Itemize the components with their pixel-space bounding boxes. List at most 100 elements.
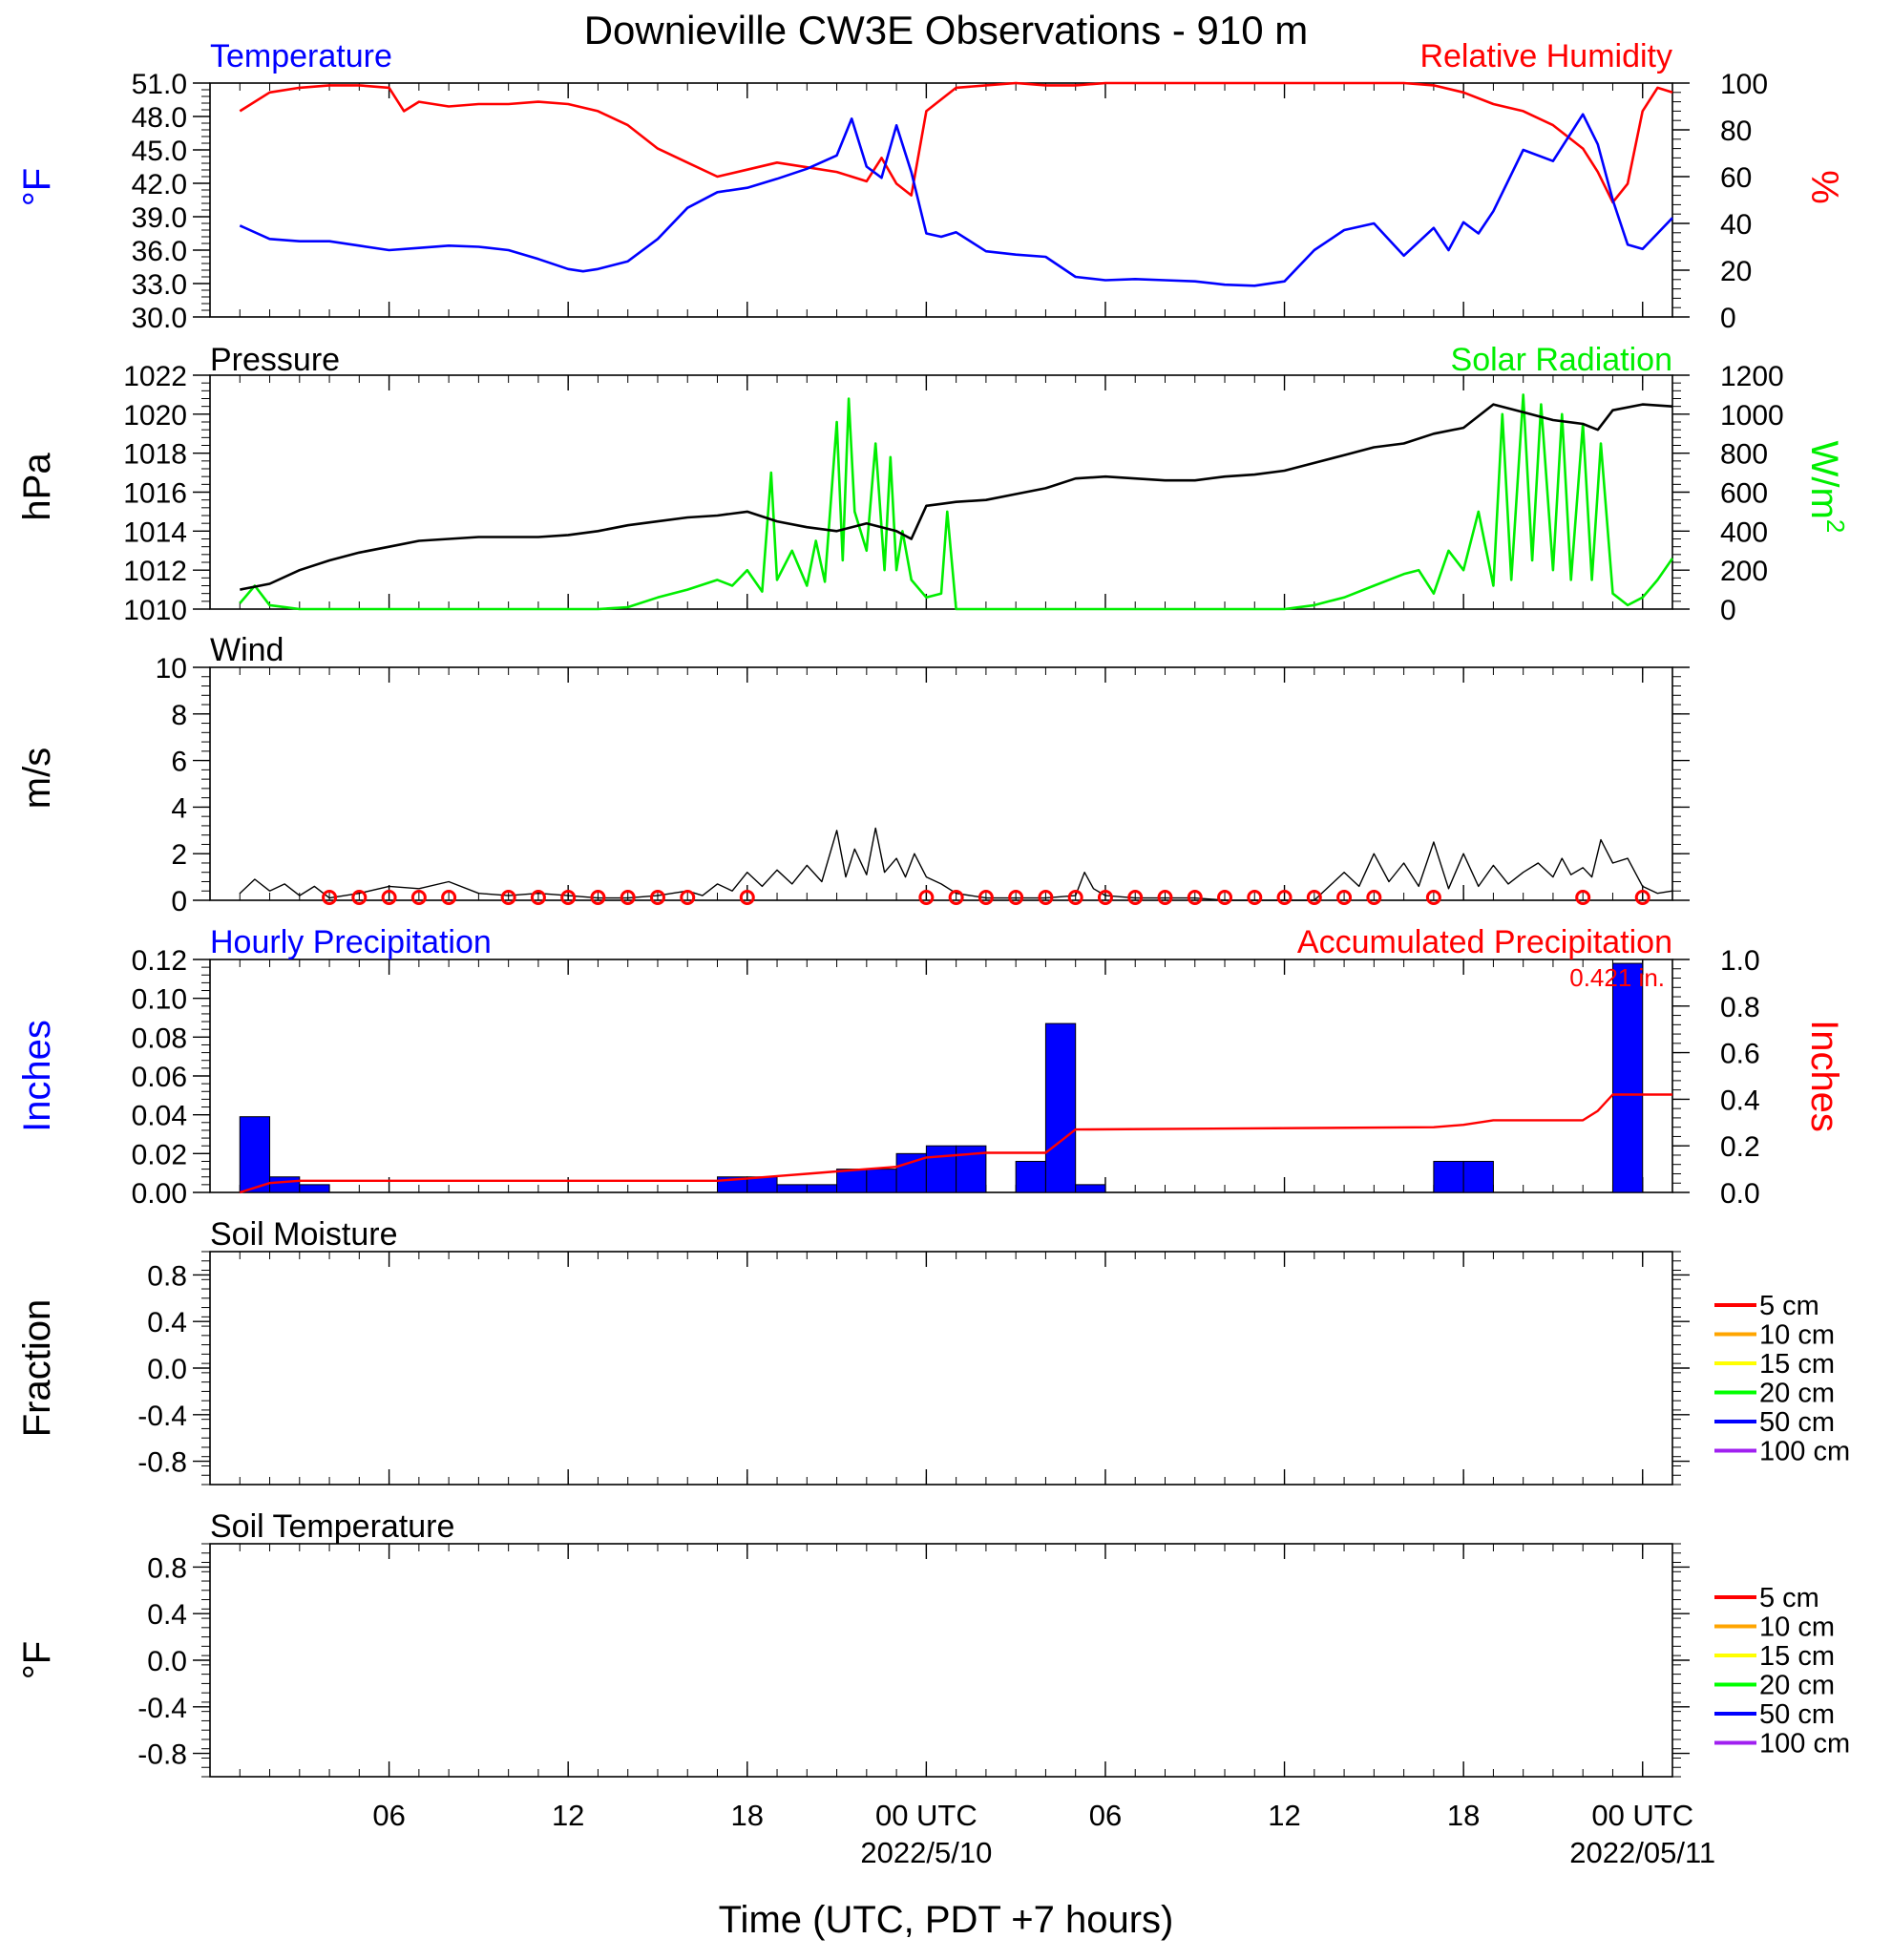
hourly-precip-bar <box>1015 1160 1046 1193</box>
panel-temp_rh: 51.048.045.042.039.036.033.030.0 100 80 60 4… <box>16 38 1845 334</box>
y-right-tick-label: 1200 <box>1720 361 1784 392</box>
wind-barb-calm-marker <box>739 890 755 905</box>
wind-barb-calm-marker <box>1247 890 1263 905</box>
wind-barb-calm-marker <box>978 890 994 905</box>
legend-label: 10 cm <box>1759 1612 1835 1643</box>
y-right-tick-label: 80 <box>1720 116 1752 147</box>
y-left-tick-label: 0.10 <box>132 984 187 1016</box>
legend-label: 5 cm <box>1759 1583 1819 1613</box>
legend-label: 15 cm <box>1759 1641 1835 1672</box>
hourly-precip-bar <box>1462 1160 1494 1193</box>
y-left-tick-label: 0.0 <box>147 1354 187 1385</box>
y-left-tick-label: 48.0 <box>132 102 187 134</box>
panel-wind: 10 8 6 4 2 0 Wind m/s <box>16 632 1690 917</box>
y-left-tick-label: 0.12 <box>132 945 187 977</box>
y-left-tick-label: 1014 <box>123 516 187 548</box>
y-right-tick-label: 400 <box>1720 516 1768 548</box>
wind-barb-calm-marker <box>1575 890 1591 905</box>
y-left-tick-label: 1022 <box>123 361 187 392</box>
hourly-precip-bar <box>776 1184 808 1193</box>
hourly-precip-bar <box>1075 1184 1106 1193</box>
y-left-axis-label: °F <box>16 1641 58 1679</box>
wind-barb-calm-marker <box>530 890 546 905</box>
panel-left-title: Temperature <box>210 38 392 74</box>
y-left-tick-label: 0.00 <box>132 1178 187 1210</box>
legend-label: 20 cm <box>1759 1379 1835 1409</box>
hourly-precip-bar <box>239 1116 271 1193</box>
y-left-tick-label: 33.0 <box>132 269 187 301</box>
panel-right-title: Solar Radiation <box>1451 342 1672 378</box>
x-tick-label: 06 <box>1089 1799 1122 1832</box>
y-left-tick-label: -0.4 <box>137 1401 187 1432</box>
wind-barb-calm-marker <box>948 890 964 905</box>
panel-soil_moisture: 0.8 0.4 0.0 -0.4 -0.8 Soil Moisture Fraction 5 … <box>16 1216 1850 1486</box>
wind-barb-calm-marker <box>1306 890 1322 905</box>
legend-label: 15 cm <box>1759 1349 1835 1380</box>
y-right-tick-label: 20 <box>1720 256 1752 287</box>
hourly-precip-bar <box>1433 1160 1464 1193</box>
y-right-axis-label-superscript: 2 <box>1821 519 1850 533</box>
y-right-axis-label: Inches <box>1803 1020 1845 1132</box>
wind-barb-calm-marker <box>918 890 935 905</box>
y-left-tick-label: 0.4 <box>147 1307 187 1338</box>
y-left-axis-label: Inches <box>16 1020 58 1132</box>
y-left-tick-label: 51.0 <box>132 69 187 100</box>
legend-label: 50 cm <box>1759 1407 1835 1438</box>
panel-right-title: Accumulated Precipitation <box>1297 924 1672 960</box>
y-left-tick-label: 0.04 <box>132 1101 187 1132</box>
y-left-tick-label: 8 <box>171 700 187 731</box>
y-right-tick-label: 100 <box>1720 69 1768 100</box>
series-line-pressure <box>240 403 1673 591</box>
wind-barb-calm-marker <box>1127 890 1144 905</box>
panel-left-title: Hourly Precipitation <box>210 924 492 960</box>
wind-barb-calm-marker <box>1425 890 1441 905</box>
accumulated-total-label: 0.421 in. <box>1569 963 1665 992</box>
y-left-tick-label: 30.0 <box>132 303 187 334</box>
legend-label: 20 cm <box>1759 1671 1835 1701</box>
wind-barb-calm-marker <box>590 890 606 905</box>
wind-barb-calm-marker <box>322 890 338 905</box>
x-tick-label: 00 UTC <box>1591 1799 1693 1832</box>
y-left-tick-label: 0.02 <box>132 1139 187 1170</box>
wind-barb-calm-marker <box>560 890 577 905</box>
y-left-axis-label: Fraction <box>16 1299 58 1438</box>
time-axis: 06 12 18 00 UTC 06 12 18 00 UTC 2022/5/10 2022/05… <box>372 1799 1715 1869</box>
y-right-tick-label: 0.6 <box>1720 1039 1760 1070</box>
legend-label: 50 cm <box>1759 1699 1835 1730</box>
y-left-tick-label: -0.8 <box>137 1739 187 1771</box>
y-left-tick-label: 39.0 <box>132 202 187 234</box>
panel-right-title: Relative Humidity <box>1419 38 1672 74</box>
plot-frame <box>209 82 1673 318</box>
legend-label: 10 cm <box>1759 1320 1835 1351</box>
wind-barb-calm-marker <box>1366 890 1382 905</box>
wind-barb-calm-marker <box>1038 890 1054 905</box>
panel-left-title: Soil Temperature <box>210 1508 454 1545</box>
x-tick-label: 12 <box>552 1799 584 1832</box>
y-left-tick-label: 10 <box>156 653 187 685</box>
series-line-temperature <box>239 113 1673 287</box>
wind-barb-calm-marker <box>1336 890 1353 905</box>
y-left-tick-label: 4 <box>171 792 187 824</box>
panels: 51.048.045.042.039.036.033.030.010080604… <box>16 38 1850 1778</box>
wind-barb-calm-marker <box>620 890 636 905</box>
y-right-tick-label: 200 <box>1720 556 1768 587</box>
hourly-precip-bar <box>866 1169 897 1193</box>
wind-barb-calm-marker <box>441 890 457 905</box>
panel-precip: 0.12 0.10 0.08 0.06 0.04 0.02 0.00 1.0 0.8 0.6 0.4… <box>16 924 1845 1210</box>
hourly-precip-bar <box>299 1184 330 1193</box>
wind-barb-calm-marker <box>381 890 397 905</box>
series-line-humidity <box>239 81 1673 204</box>
y-left-tick-label: 0 <box>171 886 187 917</box>
wind-barb-calm-marker <box>1217 890 1233 905</box>
y-right-tick-label: 0.8 <box>1720 992 1760 1023</box>
y-right-tick-label: 1000 <box>1720 400 1784 432</box>
x-tick-label: 00 UTC <box>875 1799 978 1832</box>
series-line-solar <box>239 393 1674 611</box>
y-left-tick-label: 0.0 <box>147 1646 187 1677</box>
plot-frame <box>209 1543 1673 1778</box>
wind-barb-calm-marker <box>500 890 516 905</box>
y-left-axis-label: hPa <box>16 453 58 521</box>
